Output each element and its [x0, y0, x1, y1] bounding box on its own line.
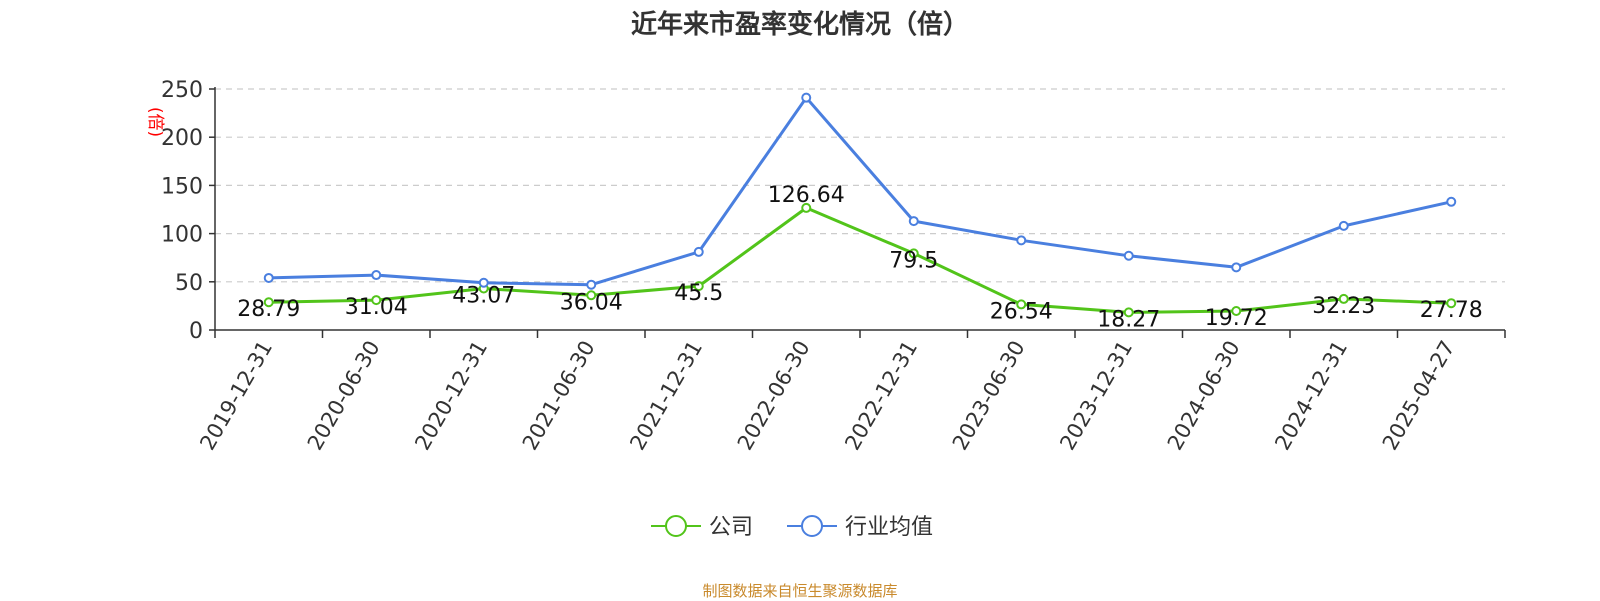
data-point[interactable]: [371, 295, 382, 306]
series-line: [268, 96, 1452, 287]
legend-marker: [801, 515, 823, 537]
legend-label: 公司: [709, 515, 753, 540]
x-tick-label: 2023-12-31: [1055, 337, 1137, 455]
x-tick-label: 2021-12-31: [625, 337, 707, 455]
data-point[interactable]: [908, 216, 919, 227]
data-label: 126.64: [768, 183, 845, 208]
series-1: [263, 202, 1457, 318]
y-tick-label: 150: [161, 174, 203, 199]
data-point[interactable]: [1016, 235, 1027, 246]
series-2: [263, 92, 1457, 290]
data-label: 19.72: [1205, 306, 1268, 331]
series-lines: [263, 92, 1457, 318]
data-point[interactable]: [1338, 293, 1349, 304]
data-label: 26.54: [990, 299, 1053, 324]
data-point[interactable]: [1016, 299, 1027, 310]
legend-label: 行业均值: [845, 515, 933, 540]
x-tick-label: 2020-12-31: [410, 337, 492, 455]
data-point[interactable]: [586, 279, 597, 290]
data-point[interactable]: [1123, 307, 1134, 318]
data-point[interactable]: [693, 246, 704, 257]
data-point[interactable]: [1446, 298, 1457, 309]
data-point[interactable]: [801, 202, 812, 213]
data-point[interactable]: [908, 248, 919, 259]
data-point[interactable]: [1231, 305, 1242, 316]
y-tick-label: 0: [189, 319, 203, 344]
legend-item-2[interactable]: 行业均值: [787, 515, 933, 540]
x-tick-label: 2022-12-31: [840, 337, 922, 455]
y-tick-label: 250: [161, 78, 203, 103]
x-tick-label: 2019-12-31: [195, 337, 277, 455]
x-tick-label: 2024-12-31: [1270, 337, 1352, 455]
data-point[interactable]: [1231, 262, 1242, 273]
axes: 0 50 100 150 200 250 (倍) 2019-12-31 2020-06-30 20…: [145, 78, 1506, 455]
data-point[interactable]: [263, 297, 274, 308]
data-point[interactable]: [586, 290, 597, 301]
data-label: 32.23: [1312, 294, 1375, 319]
series-line: [268, 206, 1452, 314]
data-point[interactable]: [1338, 220, 1349, 231]
legend-marker: [665, 515, 687, 537]
data-point[interactable]: [263, 272, 274, 283]
y-axis-label: (倍): [145, 107, 165, 137]
data-point[interactable]: [693, 281, 704, 292]
data-point[interactable]: [801, 92, 812, 103]
data-point[interactable]: [371, 270, 382, 281]
y-tick-label: 50: [175, 271, 203, 296]
data-label: 27.78: [1420, 298, 1483, 323]
x-tick-label: 2024-06-30: [1163, 337, 1245, 455]
data-label: 45.5: [674, 281, 723, 306]
grid-lines: [215, 88, 1505, 283]
x-tick-label: 2022-06-30: [733, 337, 815, 455]
data-label: 43.07: [452, 283, 515, 308]
y-tick-label: 100: [161, 223, 203, 248]
data-label: 18.27: [1097, 307, 1160, 332]
x-tick-label: 2021-06-30: [518, 337, 600, 455]
x-tick-label: 2023-06-30: [948, 337, 1030, 455]
data-point[interactable]: [478, 277, 489, 288]
data-labels: 28.79 31.04 43.07 36.04 45.5 126.64 79.5 26.54 1…: [237, 183, 1482, 332]
x-tick-label: 2020-06-30: [303, 337, 385, 455]
legend-item-1[interactable]: 公司: [651, 515, 753, 540]
data-label: 28.79: [237, 297, 300, 322]
x-tick-label: 2025-04-27: [1378, 337, 1460, 455]
y-tick-label: 200: [161, 126, 203, 151]
data-label: 31.04: [345, 295, 408, 320]
source-note: 制图数据来自恒生聚源数据库: [702, 582, 898, 600]
data-point[interactable]: [1446, 196, 1457, 207]
legend[interactable]: 公司 行业均值: [651, 515, 933, 540]
data-point[interactable]: [1123, 250, 1134, 261]
data-label: 79.5: [889, 248, 938, 273]
data-label: 36.04: [560, 290, 623, 315]
chart-title: 近年来市盈率变化情况（倍）: [630, 10, 969, 40]
